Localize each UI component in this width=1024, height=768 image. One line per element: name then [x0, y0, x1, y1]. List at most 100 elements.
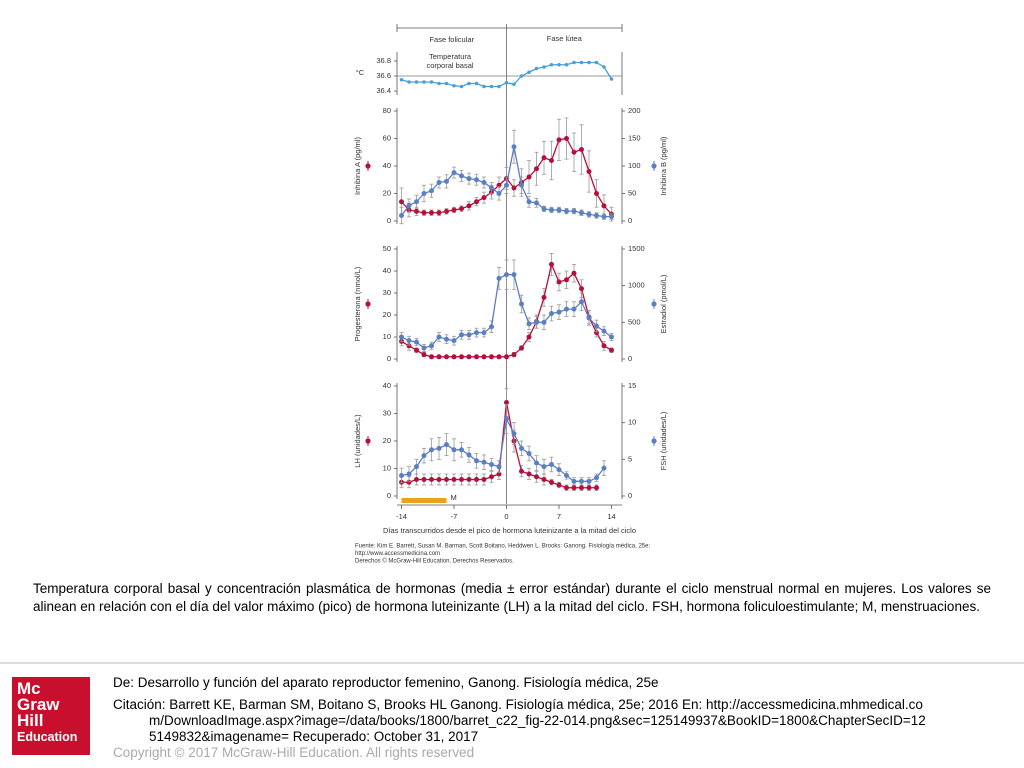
y2-tick-label: 0 [628, 216, 632, 225]
x-tick-label: -14 [396, 512, 407, 521]
y2-tick-label: 0 [628, 354, 632, 363]
data-point [406, 338, 412, 344]
data-point [436, 445, 442, 451]
y-axis-label: °C [356, 68, 365, 77]
data-point [594, 60, 599, 65]
data-point [436, 477, 442, 482]
data-point [399, 472, 404, 478]
data-point [429, 477, 434, 482]
data-point [564, 485, 569, 491]
data-point [444, 336, 449, 342]
x-tick-label: 7 [557, 512, 561, 521]
data-point [579, 147, 584, 152]
y2-tick-label: 5 [628, 454, 632, 463]
data-point [519, 445, 524, 451]
data-point [526, 334, 532, 340]
phase-label: Fase folicular [429, 35, 474, 44]
y-tick-label: 40 [383, 381, 391, 390]
data-point [557, 62, 561, 67]
data-point [482, 84, 486, 89]
data-point [549, 158, 554, 163]
data-point [504, 416, 509, 422]
x-tick-label: 0 [504, 512, 508, 521]
data-point [414, 208, 419, 214]
data-point [519, 182, 524, 188]
y-tick-label: 60 [383, 133, 391, 142]
data-point [594, 323, 599, 329]
data-point [579, 299, 584, 305]
data-point [534, 319, 539, 325]
y-tick-label: 50 [383, 244, 391, 253]
data-point [451, 207, 457, 213]
series-label: Inhibina B (pg/ml) [659, 136, 668, 195]
y-tick-label: 10 [383, 463, 391, 472]
data-point [519, 301, 524, 307]
data-point [511, 431, 517, 437]
data-point [444, 442, 449, 448]
logo-text: Hill [17, 711, 44, 730]
data-point [451, 170, 457, 176]
data-point [444, 477, 449, 482]
data-point [489, 185, 494, 191]
data-point [466, 477, 472, 482]
data-point [414, 199, 419, 205]
data-point [481, 195, 487, 201]
data-point [406, 203, 412, 209]
data-point [601, 328, 607, 334]
logo-text: Mc [17, 679, 41, 698]
data-point [579, 210, 584, 216]
data-point [586, 169, 592, 174]
data-point [602, 65, 606, 69]
data-point [556, 137, 562, 143]
data-point [489, 461, 494, 467]
data-point [481, 477, 487, 482]
source-text: http://www.accessmedicina.com [355, 551, 440, 557]
data-point [474, 458, 479, 464]
data-point [406, 471, 412, 477]
data-point [429, 210, 434, 216]
y2-tick-label: 50 [628, 188, 636, 197]
data-point [429, 343, 434, 349]
data-point [519, 345, 524, 351]
data-point [534, 66, 539, 71]
data-point [571, 306, 577, 312]
data-point [496, 464, 502, 470]
data-point [586, 315, 592, 321]
data-point [467, 81, 471, 86]
data-point [474, 81, 479, 86]
data-point [511, 272, 517, 278]
data-point [594, 213, 599, 218]
data-point [541, 319, 547, 325]
data-point [429, 188, 434, 194]
data-point [519, 74, 524, 78]
source-title: De: Desarrollo y función del aparato rep… [113, 675, 659, 690]
legend-marker [365, 163, 371, 169]
data-point [421, 453, 427, 459]
data-point [511, 144, 517, 150]
series-label: Progesterona (nmol/L) [353, 266, 362, 341]
data-point [594, 475, 599, 481]
data-point [556, 482, 562, 488]
data-point [594, 330, 599, 336]
data-point [549, 311, 554, 317]
data-point [421, 191, 427, 196]
data-point [481, 354, 487, 360]
data-point [556, 309, 562, 315]
data-point [609, 77, 614, 81]
data-point [504, 80, 509, 85]
data-point [556, 279, 562, 285]
data-point [586, 485, 592, 491]
data-point [534, 460, 539, 466]
data-point [609, 334, 614, 340]
y2-tick-label: 15 [628, 381, 636, 390]
data-point [556, 207, 562, 213]
annotation: corporal basal [426, 61, 473, 70]
data-point [534, 166, 539, 172]
legend-marker [365, 438, 371, 444]
data-point [422, 80, 426, 84]
y-tick-label: 20 [383, 310, 391, 319]
series-label: Inhibina A (pg/ml) [353, 137, 362, 195]
data-point [549, 62, 554, 67]
data-point [429, 354, 434, 360]
